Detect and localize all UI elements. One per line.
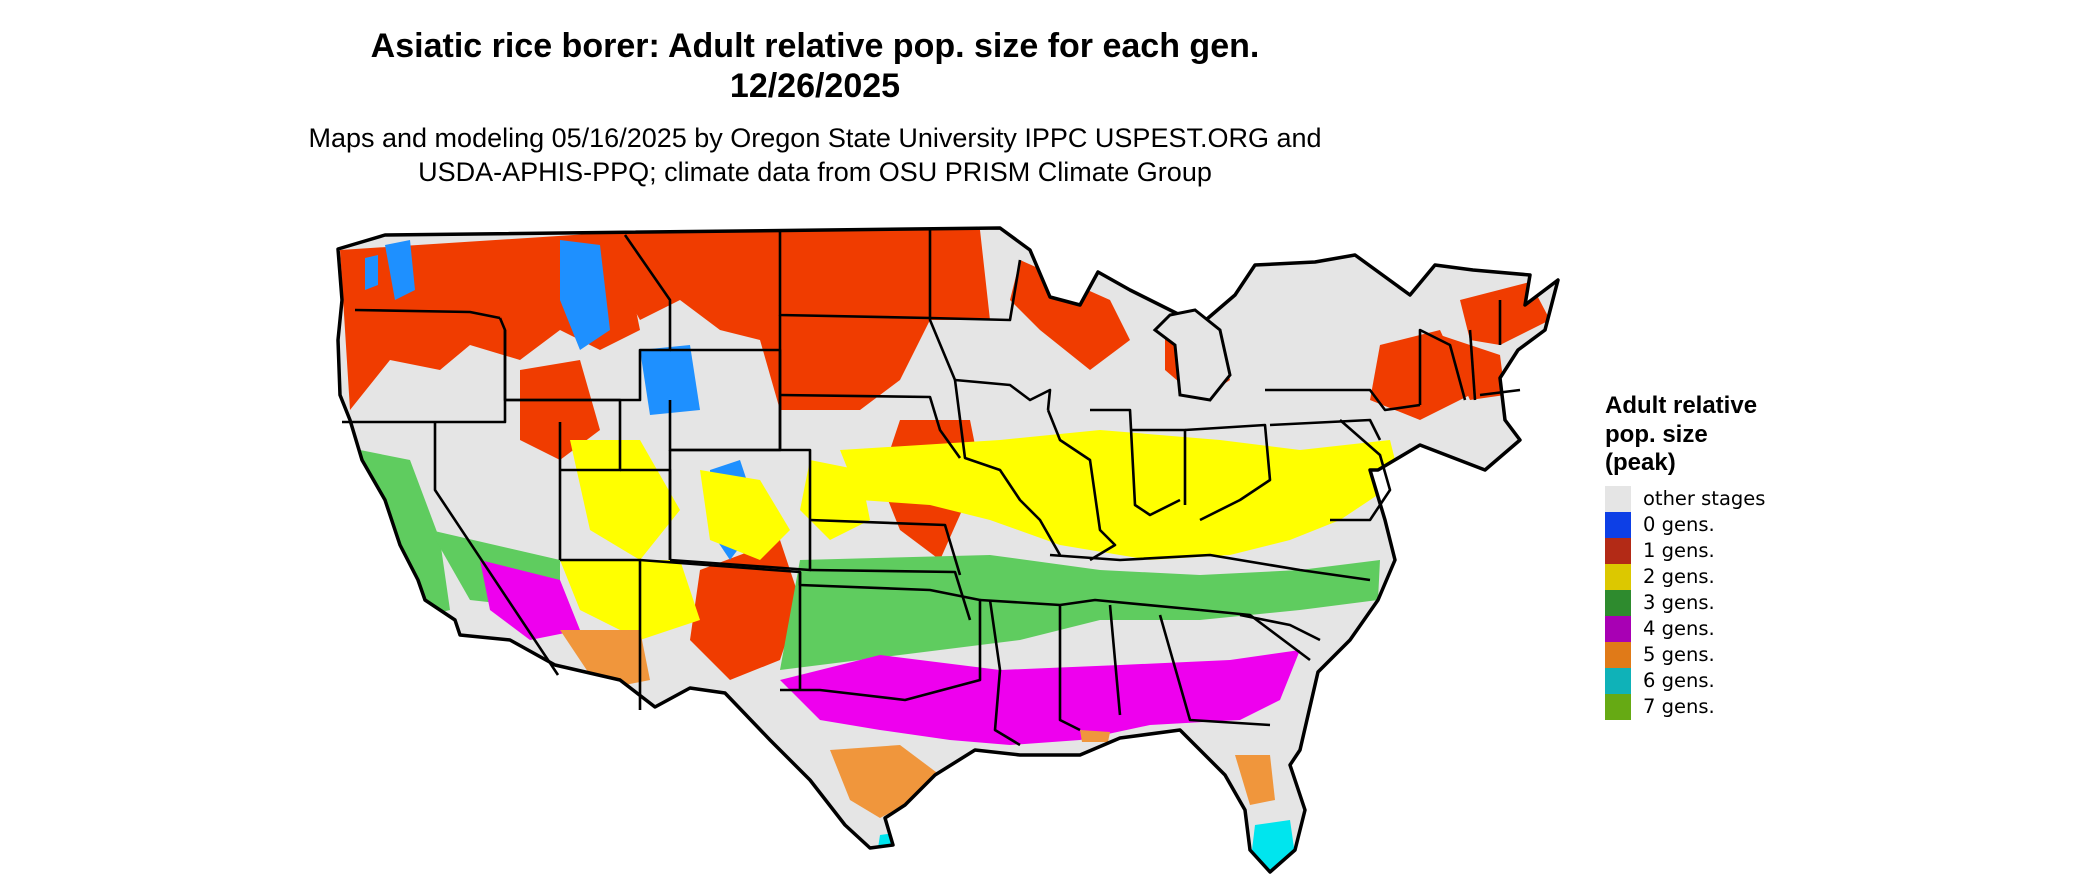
legend-item: 6 gens. xyxy=(1605,667,1765,694)
legend-items: other stages 0 gens. 1 gens. 2 gens. 3 gens.… xyxy=(1605,485,1766,720)
legend-item: 2 gens. xyxy=(1605,563,1765,590)
legend-title-line-2: pop. size xyxy=(1605,420,1708,448)
legend-label: 3 gens. xyxy=(1643,591,1715,614)
legend-label: 0 gens. xyxy=(1643,513,1715,536)
legend-item: 0 gens. xyxy=(1605,511,1765,538)
legend-label: 2 gens. xyxy=(1643,565,1715,588)
legend-label: 6 gens. xyxy=(1643,669,1715,692)
map-date: 12/26/2025 xyxy=(729,67,901,105)
legend-label: 4 gens. xyxy=(1643,617,1715,640)
legend-swatch xyxy=(1605,667,1631,694)
zone-5-gen xyxy=(560,630,1275,818)
map-credit-line-2: USDA-APHIS-PPQ; climate data from OSU PR… xyxy=(418,157,1212,187)
legend-swatch xyxy=(1605,589,1631,616)
legend-item: 3 gens. xyxy=(1605,589,1765,616)
legend-swatch xyxy=(1605,693,1631,720)
legend-item: 4 gens. xyxy=(1605,615,1765,642)
zone-4-gen xyxy=(480,560,1300,745)
legend-swatch xyxy=(1605,563,1631,590)
legend-item: 5 gens. xyxy=(1605,641,1765,668)
legend-title-line-3: (peak) xyxy=(1605,449,1676,476)
legend-item: other stages xyxy=(1605,485,1766,512)
us-generations-map xyxy=(336,226,1560,874)
legend-swatch xyxy=(1605,485,1631,512)
legend-swatch xyxy=(1605,537,1631,564)
legend-item: 1 gens. xyxy=(1605,537,1765,564)
legend-swatch xyxy=(1605,641,1631,668)
legend-swatch xyxy=(1605,511,1631,538)
legend-item: 7 gens. xyxy=(1605,693,1765,720)
legend-label: 5 gens. xyxy=(1643,643,1715,666)
lake-michigan-shore xyxy=(1152,308,1232,402)
legend-title-line-1: Adult relative xyxy=(1605,392,1758,419)
zone-6-gen xyxy=(878,820,1295,870)
legend-label: other stages xyxy=(1643,487,1766,510)
legend: Adult relative pop. size (peak) other st… xyxy=(1605,392,1765,720)
map-title: Asiatic rice borer: Adult relative pop. … xyxy=(370,27,1260,65)
legend-swatch xyxy=(1605,615,1631,642)
map-credit-line-1: Maps and modeling 05/16/2025 by Oregon S… xyxy=(308,123,1322,153)
legend-label: 1 gens. xyxy=(1643,539,1715,562)
legend-label: 7 gens. xyxy=(1643,695,1715,718)
state-borders xyxy=(342,230,1521,747)
